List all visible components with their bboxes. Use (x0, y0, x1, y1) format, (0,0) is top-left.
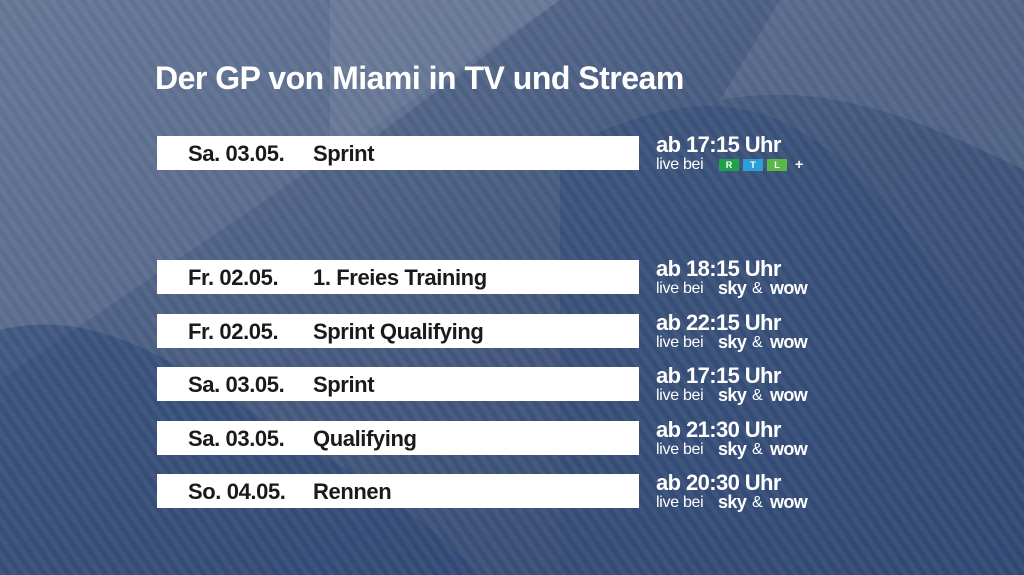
wow-logo: wow (770, 492, 808, 512)
ampersand: & (752, 441, 763, 458)
row-date: Sa. 03.05. (188, 426, 285, 451)
live-label: live bei (656, 156, 704, 173)
broadcast-info: ab 17:15 Uhr live bei sky & wow (656, 363, 836, 411)
sky-logo: sky (718, 492, 747, 512)
row-event: Rennen (313, 479, 392, 504)
schedule-row: Sa. 03.05. Sprint (157, 367, 639, 401)
ampersand: & (752, 387, 763, 404)
wow-logo: wow (770, 332, 808, 352)
schedule-row: Fr. 02.05. 1. Freies Training (157, 260, 639, 294)
sky-logo: sky (718, 278, 747, 298)
rtl-logo-letter: T (743, 159, 763, 171)
live-label: live bei (656, 441, 704, 458)
live-label: live bei (656, 334, 704, 351)
rtl-logo-letter: L (767, 159, 787, 171)
wow-logo: wow (770, 439, 808, 459)
row-event: Sprint (313, 141, 375, 166)
start-time: ab 18:15 Uhr (656, 256, 781, 281)
sky-logo: sky (718, 439, 747, 459)
ampersand: & (752, 494, 763, 511)
start-time: ab 22:15 Uhr (656, 310, 781, 335)
schedule-row: So. 04.05. Rennen (157, 474, 639, 508)
sky-logo: sky (718, 332, 747, 352)
ampersand: & (752, 280, 763, 297)
start-time: ab 20:30 Uhr (656, 470, 781, 495)
sky-logo: sky (718, 385, 747, 405)
row-date: So. 04.05. (188, 479, 286, 504)
row-event: Qualifying (313, 426, 417, 451)
start-time: ab 17:15 Uhr (656, 132, 781, 157)
row-event: Sprint (313, 372, 375, 397)
ampersand: & (752, 334, 763, 351)
row-event: Sprint Qualifying (313, 319, 484, 344)
row-event: 1. Freies Training (313, 265, 487, 290)
schedule-row: Sa. 03.05. Qualifying (157, 421, 639, 455)
wow-logo: wow (770, 278, 808, 298)
rtl-schedule-row: Sa. 03.05. Sprint (157, 136, 639, 170)
schedule-row: Fr. 02.05. Sprint Qualifying (157, 314, 639, 348)
rtl-broadcast-info: ab 17:15 Uhr live bei R T L + (656, 132, 836, 180)
rtl-logo-letter: R (719, 159, 739, 171)
row-date: Fr. 02.05. (188, 319, 279, 344)
broadcast-info: ab 18:15 Uhr live bei sky & wow (656, 256, 836, 304)
page-title: Der GP von Miami in TV und Stream (155, 60, 684, 96)
wow-logo: wow (770, 385, 808, 405)
live-label: live bei (656, 387, 704, 404)
start-time: ab 21:30 Uhr (656, 417, 781, 442)
broadcast-info: ab 20:30 Uhr live bei sky & wow (656, 470, 836, 518)
broadcast-info: ab 22:15 Uhr live bei sky & wow (656, 310, 836, 358)
broadcast-info: ab 21:30 Uhr live bei sky & wow (656, 417, 836, 465)
row-date: Sa. 03.05. (188, 141, 285, 166)
start-time: ab 17:15 Uhr (656, 363, 781, 388)
row-date: Fr. 02.05. (188, 265, 279, 290)
live-label: live bei (656, 280, 704, 297)
row-date: Sa. 03.05. (188, 372, 285, 397)
rtl-logo-plus: + (795, 156, 804, 172)
live-label: live bei (656, 494, 704, 511)
